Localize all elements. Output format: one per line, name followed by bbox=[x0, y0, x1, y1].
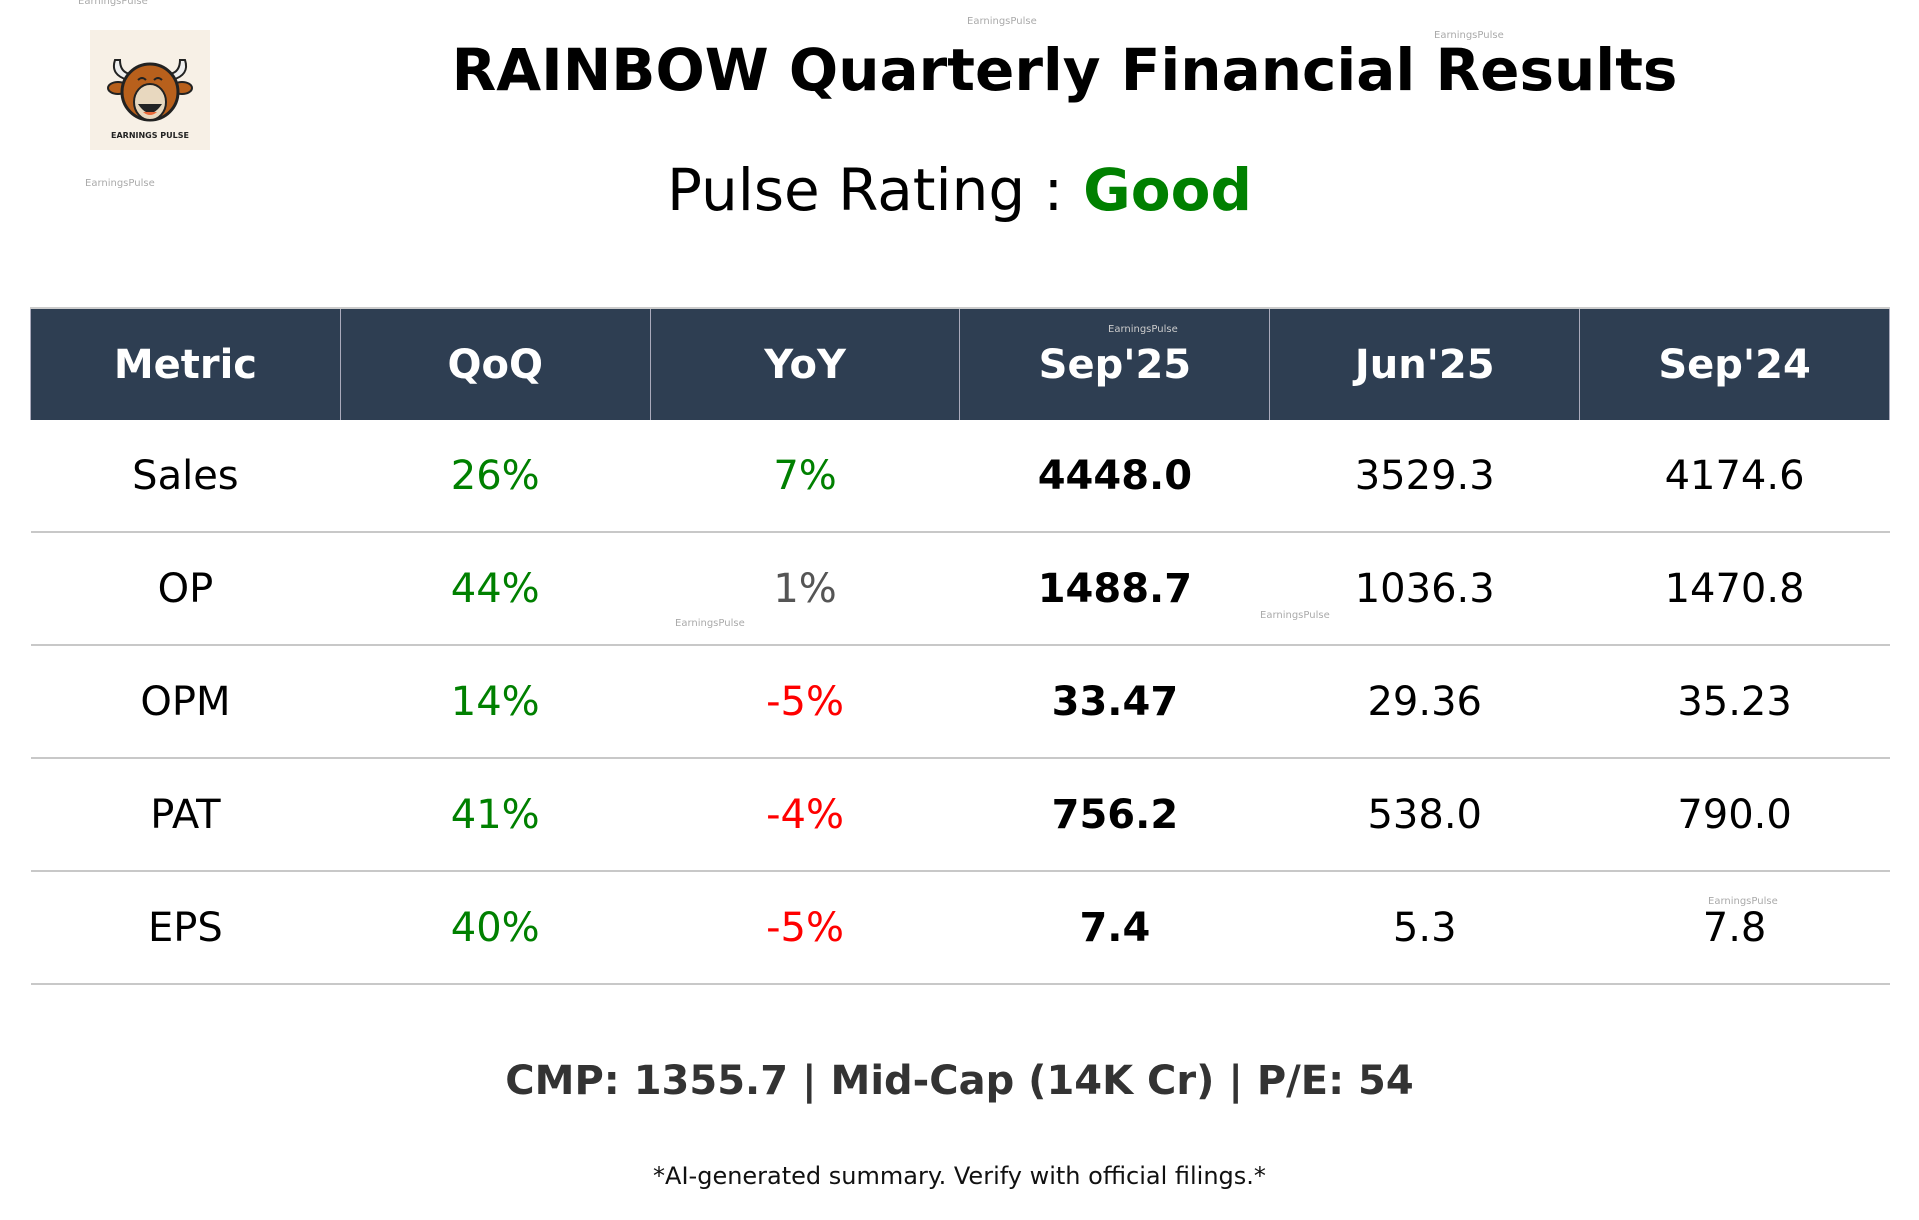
metric-cell: OPM bbox=[30, 645, 341, 759]
metric-cell: OP bbox=[30, 532, 341, 646]
previous-value-cell: 1036.3 bbox=[1269, 532, 1580, 646]
current-value-cell: 7.4 bbox=[959, 871, 1270, 985]
previous-value-cell: 538.0 bbox=[1269, 758, 1580, 872]
qoq-cell: 40% bbox=[340, 871, 651, 985]
qoq-cell: 41% bbox=[340, 758, 651, 872]
table-row: Sales 26% 7% 4448.0 3529.3 4174.6 bbox=[30, 420, 1890, 533]
market-summary: CMP: 1355.7 | Mid-Cap (14K Cr) | P/E: 54 bbox=[505, 1058, 1414, 1104]
previous-value-cell: 29.36 bbox=[1269, 645, 1580, 759]
watermark: EarningsPulse bbox=[1108, 324, 1178, 335]
rating-value: Good bbox=[1083, 156, 1252, 224]
page-title: RAINBOW Quarterly Financial Results bbox=[451, 36, 1678, 104]
disclaimer: *AI-generated summary. Verify with offic… bbox=[653, 1162, 1266, 1190]
year-ago-value-cell: 1470.8 bbox=[1579, 532, 1890, 646]
header-current-quarter: Sep'25 bbox=[959, 307, 1271, 420]
header-previous-quarter: Jun'25 bbox=[1269, 307, 1581, 420]
header-year-ago-quarter: Sep'24 bbox=[1579, 307, 1890, 420]
current-value-cell: 756.2 bbox=[959, 758, 1270, 872]
header-qoq: QoQ bbox=[339, 307, 651, 420]
qoq-cell: 44% bbox=[340, 532, 651, 646]
watermark: EarningsPulse bbox=[675, 618, 745, 629]
metric-cell: Sales bbox=[30, 420, 341, 533]
current-value-cell: 4448.0 bbox=[959, 420, 1270, 533]
rating-label: Pulse Rating : bbox=[667, 156, 1064, 224]
metric-cell: EPS bbox=[30, 871, 341, 985]
year-ago-value-cell: 7.8 bbox=[1579, 871, 1890, 985]
watermark: EarningsPulse bbox=[1708, 896, 1778, 907]
yoy-cell: 1% bbox=[650, 532, 960, 646]
header-yoy: YoY bbox=[649, 307, 961, 420]
earnings-pulse-logo: EARNINGS PULSE bbox=[90, 30, 210, 150]
current-value-cell: 1488.7 bbox=[959, 532, 1270, 646]
previous-value-cell: 5.3 bbox=[1269, 871, 1580, 985]
header-metric: Metric bbox=[30, 307, 341, 420]
yoy-cell: -4% bbox=[650, 758, 960, 872]
watermark: EarningsPulse bbox=[1260, 610, 1330, 621]
year-ago-value-cell: 35.23 bbox=[1579, 645, 1890, 759]
watermark: EarningsPulse bbox=[78, 0, 148, 7]
yoy-cell: -5% bbox=[650, 871, 960, 985]
pulse-rating: Pulse Rating : Good bbox=[0, 150, 1919, 230]
header-row: Metric QoQ YoY Sep'25 Jun'25 Sep'24 bbox=[30, 307, 1890, 420]
qoq-cell: 26% bbox=[340, 420, 651, 533]
yoy-cell: -5% bbox=[650, 645, 960, 759]
year-ago-value-cell: 790.0 bbox=[1579, 758, 1890, 872]
table-row: OPM 14% -5% 33.47 29.36 35.23 bbox=[30, 645, 1890, 759]
table-row: OP 44% 1% 1488.7 1036.3 1470.8 bbox=[30, 532, 1890, 646]
metric-cell: PAT bbox=[30, 758, 341, 872]
watermark: EarningsPulse bbox=[1434, 30, 1504, 41]
previous-value-cell: 3529.3 bbox=[1269, 420, 1580, 533]
yoy-cell: 7% bbox=[650, 420, 960, 533]
current-value-cell: 33.47 bbox=[959, 645, 1270, 759]
table-row: PAT 41% -4% 756.2 538.0 790.0 bbox=[30, 758, 1890, 872]
watermark: EarningsPulse bbox=[85, 178, 155, 189]
logo-text: EARNINGS PULSE bbox=[111, 131, 189, 140]
year-ago-value-cell: 4174.6 bbox=[1579, 420, 1890, 533]
qoq-cell: 14% bbox=[340, 645, 651, 759]
watermark: EarningsPulse bbox=[967, 16, 1037, 27]
table-row: EPS 40% -5% 7.4 5.3 7.8 bbox=[30, 871, 1890, 985]
results-table: Metric QoQ YoY Sep'25 Jun'25 Sep'24 Sale… bbox=[30, 307, 1890, 985]
